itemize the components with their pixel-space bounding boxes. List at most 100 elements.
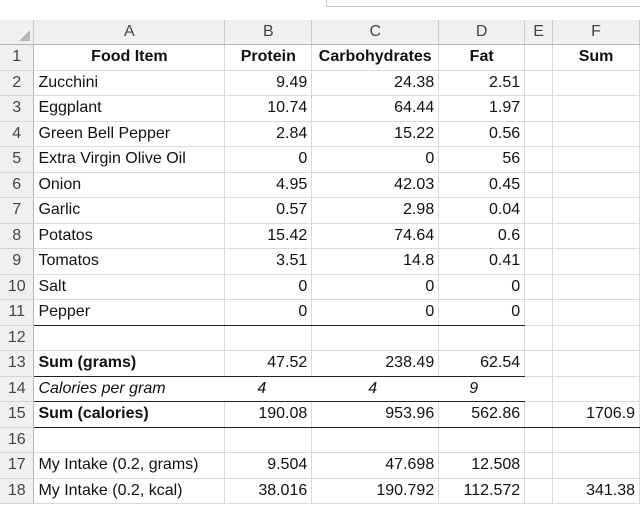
cell-b[interactable]: 10.74 xyxy=(224,95,313,122)
cell-b[interactable] xyxy=(224,427,313,453)
cell-a[interactable]: Sum (calories) xyxy=(33,401,226,428)
cell-f[interactable]: Sum xyxy=(552,44,640,71)
cell-f[interactable] xyxy=(552,452,640,479)
cell-f[interactable] xyxy=(552,223,640,249)
cell-a[interactable]: Calories per gram xyxy=(33,376,225,402)
cell-f[interactable] xyxy=(552,248,640,275)
cell-e[interactable] xyxy=(524,70,554,96)
column-header-d[interactable]: D xyxy=(438,20,526,45)
cell-e[interactable] xyxy=(524,452,554,479)
cell-c[interactable]: 24.38 xyxy=(311,70,440,96)
row-header[interactable]: 11 xyxy=(0,299,35,326)
cell-d[interactable]: 0.41 xyxy=(438,248,526,275)
cell-c[interactable]: 15.22 xyxy=(311,121,440,147)
cell-a[interactable]: Extra Virgin Olive Oil xyxy=(33,146,226,173)
cell-b[interactable] xyxy=(224,325,313,351)
cell-d[interactable] xyxy=(438,325,526,351)
cell-c[interactable]: 42.03 xyxy=(311,172,440,198)
row-header[interactable]: 12 xyxy=(0,325,35,351)
row-header[interactable]: 5 xyxy=(0,146,35,173)
column-header-a[interactable]: A xyxy=(33,20,226,45)
cell-d[interactable]: 112.572 xyxy=(438,478,526,504)
cell-c[interactable]: 238.49 xyxy=(311,350,440,377)
cell-d[interactable]: 9 xyxy=(438,376,525,402)
cell-a[interactable]: My Intake (0.2, grams) xyxy=(33,452,226,479)
cell-d[interactable]: 56 xyxy=(438,146,526,173)
cell-a[interactable] xyxy=(33,427,226,453)
cell-a[interactable]: Salt xyxy=(33,274,226,300)
cell-e[interactable] xyxy=(524,121,554,147)
cell-a[interactable]: Onion xyxy=(33,172,226,198)
cell-d[interactable]: 562.86 xyxy=(438,401,526,428)
cell-f[interactable] xyxy=(552,121,640,147)
cell-d[interactable]: 0.56 xyxy=(438,121,526,147)
cell-b[interactable]: 3.51 xyxy=(224,248,313,275)
cell-d[interactable]: Fat xyxy=(438,44,526,71)
column-header-b[interactable]: B xyxy=(224,20,313,45)
cell-f[interactable]: 341.38 xyxy=(552,478,640,504)
cell-b[interactable]: 4 xyxy=(224,376,312,402)
cell-d[interactable]: 0 xyxy=(438,299,526,326)
cell-e[interactable] xyxy=(524,376,554,402)
cell-f[interactable] xyxy=(552,146,640,173)
cell-a[interactable]: Tomatos xyxy=(33,248,226,275)
cell-c[interactable]: 74.64 xyxy=(311,223,440,249)
cell-e[interactable] xyxy=(524,223,554,249)
cell-d[interactable]: 0 xyxy=(438,274,526,300)
cell-c[interactable]: 190.792 xyxy=(311,478,440,504)
cell-c[interactable] xyxy=(311,325,440,351)
cell-e[interactable] xyxy=(524,427,554,453)
cell-e[interactable] xyxy=(524,197,554,224)
cell-e[interactable] xyxy=(524,478,554,504)
row-header[interactable]: 7 xyxy=(0,197,35,224)
cell-f[interactable] xyxy=(552,95,640,122)
cell-a[interactable]: Pepper xyxy=(33,299,226,326)
cell-d[interactable] xyxy=(438,427,526,453)
column-header-c[interactable]: C xyxy=(311,20,440,45)
cell-b[interactable]: Protein xyxy=(224,44,313,71)
row-header[interactable]: 13 xyxy=(0,350,35,377)
cell-a[interactable]: Eggplant xyxy=(33,95,226,122)
cell-d[interactable]: 0.04 xyxy=(438,197,526,224)
row-header[interactable]: 15 xyxy=(0,401,35,428)
cell-d[interactable]: 1.97 xyxy=(438,95,526,122)
cell-a[interactable]: Food Item xyxy=(33,44,226,71)
cell-b[interactable]: 0 xyxy=(224,274,313,300)
cell-c[interactable]: Carbohydrates xyxy=(311,44,440,71)
cell-a[interactable]: Green Bell Pepper xyxy=(33,121,226,147)
cell-b[interactable]: 38.016 xyxy=(224,478,313,504)
cell-a[interactable] xyxy=(33,325,226,351)
row-header[interactable]: 6 xyxy=(0,172,35,198)
column-header-f[interactable]: F xyxy=(552,20,640,45)
cell-b[interactable]: 9.504 xyxy=(224,452,313,479)
cell-c[interactable]: 4 xyxy=(311,376,439,402)
row-header[interactable]: 1 xyxy=(0,44,35,71)
cell-f[interactable] xyxy=(552,299,640,326)
cell-c[interactable]: 0 xyxy=(311,146,440,173)
cell-f[interactable] xyxy=(552,376,640,402)
cell-d[interactable]: 62.54 xyxy=(438,350,526,377)
cell-f[interactable]: 1706.9 xyxy=(552,401,640,428)
row-header[interactable]: 3 xyxy=(0,95,35,122)
cell-e[interactable] xyxy=(524,299,554,326)
cell-c[interactable] xyxy=(311,427,440,453)
cell-e[interactable] xyxy=(524,401,554,428)
cell-a[interactable]: Garlic xyxy=(33,197,226,224)
cell-b[interactable]: 190.08 xyxy=(224,401,313,428)
cell-b[interactable]: 2.84 xyxy=(224,121,313,147)
cell-c[interactable]: 64.44 xyxy=(311,95,440,122)
cell-e[interactable] xyxy=(524,44,554,71)
cell-b[interactable]: 47.52 xyxy=(224,350,313,377)
cell-f[interactable] xyxy=(552,274,640,300)
cell-d[interactable]: 0.6 xyxy=(438,223,526,249)
row-header[interactable]: 2 xyxy=(0,70,35,96)
row-header[interactable]: 10 xyxy=(0,274,35,300)
cell-f[interactable] xyxy=(552,325,640,351)
row-header[interactable]: 9 xyxy=(0,248,35,275)
row-header[interactable]: 18 xyxy=(0,478,35,504)
cell-f[interactable] xyxy=(552,427,640,453)
row-header[interactable]: 17 xyxy=(0,452,35,479)
cell-c[interactable]: 14.8 xyxy=(311,248,440,275)
cell-b[interactable]: 0 xyxy=(224,299,313,326)
cell-e[interactable] xyxy=(524,146,554,173)
